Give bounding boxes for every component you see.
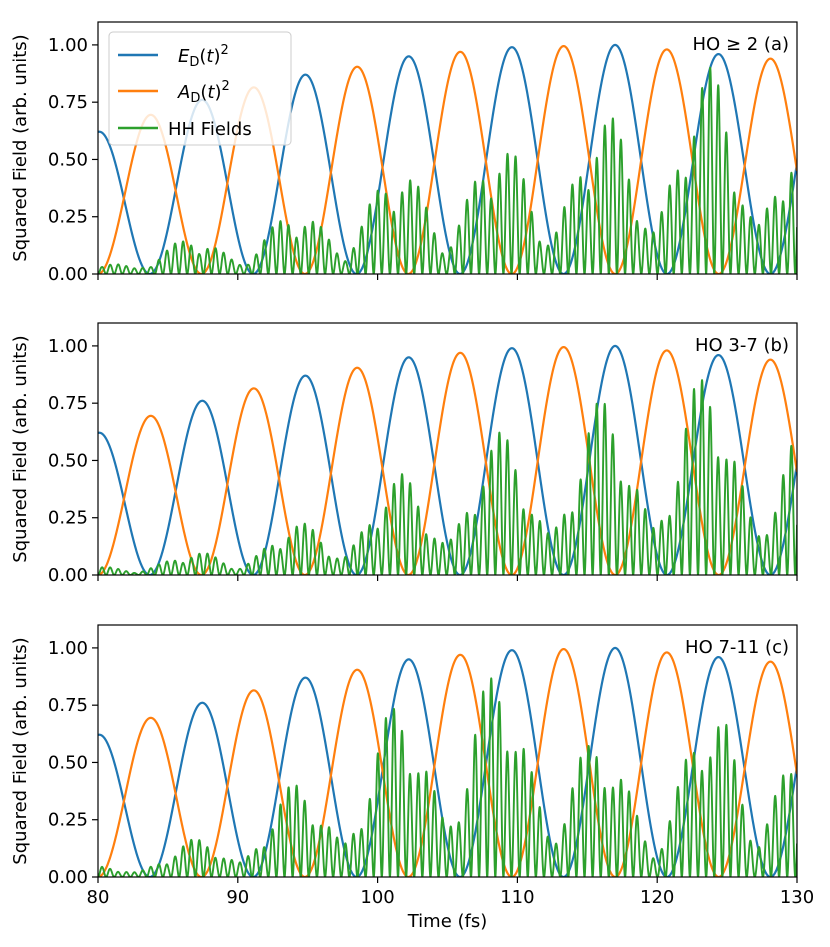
y-tick-label: 0.25 (48, 207, 88, 228)
legend-box (108, 31, 292, 146)
y-tick-label: 1.00 (48, 35, 88, 56)
x-tick-label: 110 (500, 887, 534, 908)
y-tick-label: 0.50 (48, 752, 88, 773)
panel-annotation: HO 3-7 (b) (695, 335, 789, 356)
y-tick-label: 1.00 (48, 638, 88, 659)
panel-a: 0.00 0.25 0.50 0.75 1.00 Squared Field (arb. … (10, 21, 798, 285)
y-tick-label: 0.00 (48, 867, 88, 888)
series-line-a-field (98, 647, 797, 877)
x-axis-label: Time (fs) (407, 911, 488, 932)
series-line-hh-fields (98, 379, 797, 575)
y-tick-label: 0.50 (48, 450, 88, 471)
y-tick-label: 0.25 (48, 508, 88, 529)
y-tick-label: 0.00 (48, 264, 88, 285)
series-line-hh-fields (98, 66, 797, 274)
y-tick-label: 0.75 (48, 92, 88, 113)
axes-frame (97, 21, 798, 275)
series-line-hh-fields (98, 677, 797, 877)
x-tick-label: 100 (360, 887, 394, 908)
axes-frame (97, 322, 798, 576)
legend-label-e-field: ED(t)2 (178, 43, 229, 70)
y-axis-label: Squared Field (arb. units) (10, 335, 31, 562)
series-line-a-field (98, 44, 797, 274)
panel-b: 0.00 0.25 0.50 0.75 1.00 Squared Field (arb. … (10, 322, 798, 586)
legend-label-a-field: AD(t)2 (177, 79, 230, 106)
panel-annotation: HO 7-11 (c) (685, 637, 789, 658)
panel-annotation: HO ≥ 2 (a) (693, 34, 789, 55)
legend: ED(t)2 AD(t)2 HH Fields (108, 31, 292, 146)
y-tick-label: 0.75 (48, 393, 88, 414)
y-axis-label: Squared Field (arb. units) (10, 637, 31, 864)
legend-label-hh-fields: HH Fields (168, 119, 252, 140)
y-axis-label: Squared Field (arb. units) (10, 34, 31, 261)
y-tick-label: 1.00 (48, 336, 88, 357)
y-tick-label: 0.00 (48, 565, 88, 586)
plot-area (98, 344, 797, 575)
x-tick-label: 90 (226, 887, 249, 908)
x-tick-label: 120 (640, 887, 674, 908)
x-tick-label: 130 (780, 887, 814, 908)
panel-c: 0.00 0.25 0.50 0.75 1.00 80 90 100 110 120 130 Squa… (10, 624, 814, 932)
y-tick-label: 0.25 (48, 810, 88, 831)
series-line-a-field (98, 345, 797, 575)
plot-area (98, 646, 797, 877)
y-tick-label: 0.50 (48, 149, 88, 170)
axes-frame (97, 624, 798, 878)
y-tick-label: 0.75 (48, 695, 88, 716)
x-tick-label: 80 (87, 887, 110, 908)
